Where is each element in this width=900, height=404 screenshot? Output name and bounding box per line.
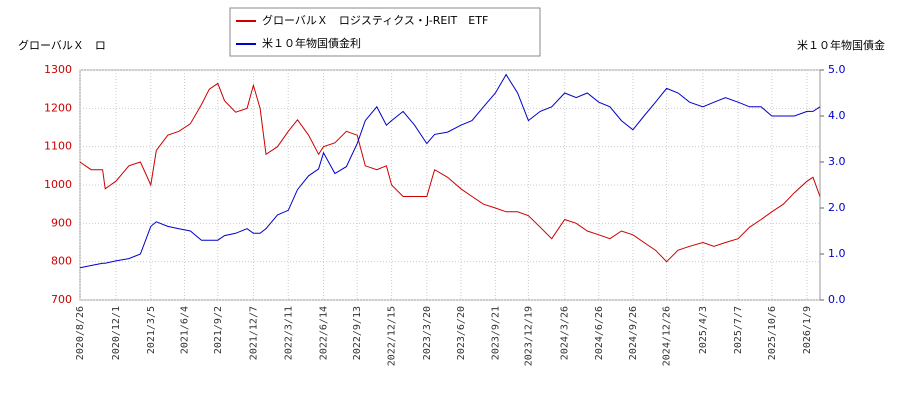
y-tick-label: 1100 [44,140,72,153]
y-tick-label: 700 [51,293,72,306]
x-tick-label: 2021/9/2 [213,306,224,354]
x-tick-label: 2024/12/26 [662,306,673,366]
x-tick-label: 2026/1/9 [802,306,813,354]
x-tick-label: 2021/6/4 [179,306,190,354]
x-tick-label: 2022/9/13 [352,306,363,360]
x-tick-label: 2022/12/15 [387,306,398,366]
x-tick-label: 2023/6/20 [456,306,467,360]
series-line [79,73,821,269]
y2-axis-label: 米１０年物国債金 [797,38,885,52]
x-tick-label: 2024/9/26 [628,306,639,360]
x-tick-label: 2021/12/7 [248,306,259,360]
y2-tick-label: 5.0 [828,63,846,76]
y2-tick-label: 4.0 [828,109,846,122]
legend-box [229,7,541,57]
x-tick-label: 2023/9/21 [490,306,501,360]
x-tick-label: 2020/8/26 [75,306,86,360]
x-tick-label: 2020/12/1 [111,306,122,360]
y2-tick-label: 1.0 [828,247,846,260]
legend-label: 米１０年物国債金利 [262,36,361,50]
y-axis-label: グローバルＸ ロ [18,38,106,52]
x-tick-label: 2025/7/7 [733,306,744,354]
y-tick-label: 900 [51,216,72,229]
series-line [79,82,821,263]
y-tick-label: 1300 [44,63,72,76]
y2-tick-label: 3.0 [828,155,846,168]
x-tick-label: 2025/10/6 [767,306,778,360]
legend-label: グローバルＸ ロジスティクス・J-REIT ETF [262,13,488,27]
y2-tick-label: 2.0 [828,201,846,214]
x-tick-label: 2024/6/26 [594,306,605,360]
x-tick-label: 2025/4/3 [698,306,709,354]
x-tick-label: 2023/12/19 [523,306,534,366]
x-tick-label: 2022/3/11 [283,306,294,360]
y-tick-label: 800 [51,255,72,268]
y-tick-label: 1200 [44,101,72,114]
x-tick-label: 2024/3/26 [560,306,571,360]
x-tick-label: 2023/3/20 [422,306,433,360]
x-tick-label: 2022/6/14 [318,306,329,360]
y-tick-label: 1000 [44,178,72,191]
y2-tick-label: 0.0 [828,293,846,306]
x-tick-label: 2021/3/5 [146,306,157,354]
